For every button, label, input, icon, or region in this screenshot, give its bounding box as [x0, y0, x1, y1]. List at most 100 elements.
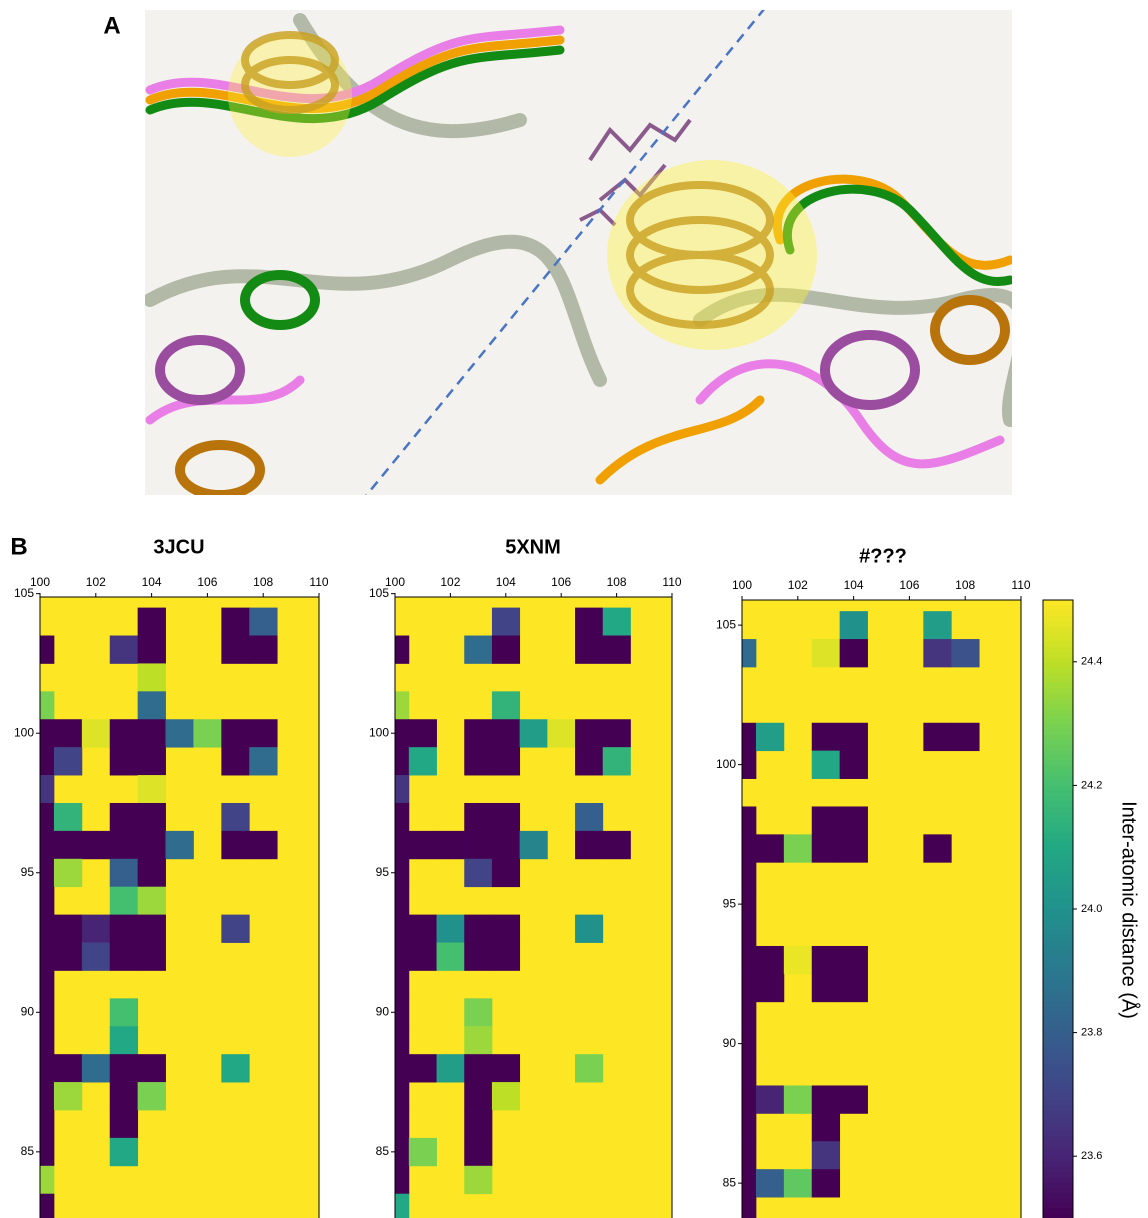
colorbar-swatch [1043, 894, 1073, 900]
y-tick-label: 95 [21, 865, 35, 879]
y-tick-label: 85 [21, 1144, 35, 1158]
heatmap-cell [756, 1085, 784, 1113]
heatmap-cell [492, 859, 520, 887]
colorbar-tick-label: 24.0 [1081, 903, 1102, 915]
colorbar-swatch [1043, 646, 1073, 652]
colorbar-swatch [1043, 744, 1073, 750]
heatmap-cell [221, 803, 249, 831]
colorbar-swatch [1043, 621, 1073, 627]
heatmap-cell [110, 887, 138, 915]
heatmap-cell [464, 803, 492, 831]
heatmap-cell [756, 946, 784, 974]
heatmap-cell [812, 1085, 840, 1113]
colorbar-swatch [1043, 1192, 1073, 1198]
heatmap-cell [464, 747, 492, 775]
heatmap-cell [54, 747, 82, 775]
colorbar-swatch [1043, 693, 1073, 699]
heatmap-cell [110, 1110, 138, 1138]
heatmap-cell [54, 1082, 82, 1110]
heatmap-cell [812, 834, 840, 862]
colorbar-swatch [1043, 888, 1073, 894]
colorbar-swatch [1043, 1141, 1073, 1147]
colorbar-label: Inter-atomic distance (Å) [1118, 801, 1141, 1019]
heatmap-cell [492, 915, 520, 943]
colorbar-swatch [1043, 1125, 1073, 1131]
heatmap-cell [82, 719, 110, 747]
heatmap-cell [249, 636, 277, 664]
colorbar-swatch [1043, 1089, 1073, 1095]
heatmap-cell [492, 719, 520, 747]
structure-image [145, 8, 1023, 497]
x-tick-label: 104 [844, 578, 864, 592]
heatmap-cell [138, 859, 166, 887]
heatmap-cell [166, 719, 194, 747]
colorbar-swatch [1043, 682, 1073, 688]
heatmap-cell [575, 719, 603, 747]
colorbar-swatch [1043, 698, 1073, 704]
x-tick-label: 102 [86, 575, 106, 589]
colorbar-tick-label: 24.2 [1081, 779, 1102, 791]
y-tick-label: 100 [14, 725, 34, 739]
y-tick-label: 90 [723, 1036, 737, 1050]
colorbar-swatch [1043, 1120, 1073, 1126]
x-tick-label: 102 [440, 575, 460, 589]
heatmap-cell [110, 831, 138, 859]
heatmap-cell [784, 1169, 812, 1197]
heatmap-cell [575, 803, 603, 831]
colorbar-swatch [1043, 971, 1073, 977]
heatmap-cell [409, 915, 437, 943]
colorbar-swatch [1043, 749, 1073, 755]
heatmap-cell [840, 751, 868, 779]
colorbar-swatch [1043, 703, 1073, 709]
colorbar-swatch [1043, 816, 1073, 822]
colorbar-swatch [1043, 688, 1073, 694]
heatmap-cell [249, 719, 277, 747]
colorbar-swatch [1043, 734, 1073, 740]
colorbar-swatch [1043, 1002, 1073, 1008]
heatmap-cell [409, 943, 437, 971]
colorbar-swatch [1043, 1100, 1073, 1106]
colorbar-swatch [1043, 966, 1073, 972]
colorbar-swatch [1043, 708, 1073, 714]
heatmap-cell [784, 1085, 812, 1113]
x-tick-label: 106 [197, 575, 217, 589]
heatmap [381, 597, 672, 1218]
colorbar-swatch [1043, 1033, 1073, 1039]
heatmap-cell [138, 747, 166, 775]
colorbar-swatch [1043, 832, 1073, 838]
colorbar-swatch [1043, 863, 1073, 869]
heatmap-cell [951, 639, 979, 667]
y-tick-label: 100 [369, 725, 389, 739]
heatmap-cell [812, 751, 840, 779]
y-tick-label: 85 [376, 1144, 390, 1158]
heatmap-cell [138, 1082, 166, 1110]
colorbar-swatch [1043, 1172, 1073, 1178]
colorbar-swatch [1043, 868, 1073, 874]
colorbar-swatch [1043, 1197, 1073, 1203]
heatmap-cell [221, 831, 249, 859]
heatmap-cell [221, 915, 249, 943]
heatmap-cell [464, 915, 492, 943]
heatmap-cell [110, 859, 138, 887]
figure: A B 1001021041061081108590951001053JCU10… [0, 0, 1148, 1218]
heatmap-cell [464, 1138, 492, 1166]
heatmap-cell [193, 719, 221, 747]
colorbar-swatch [1043, 1156, 1073, 1162]
colorbar-swatch [1043, 914, 1073, 920]
heatmap [26, 597, 319, 1218]
heatmap-cell [54, 915, 82, 943]
colorbar-swatch [1043, 1167, 1073, 1173]
heatmap-cell [138, 719, 166, 747]
colorbar-swatch [1043, 801, 1073, 807]
heatmap-cell [110, 803, 138, 831]
heatmap-cell [840, 834, 868, 862]
colorbar-swatch [1043, 1187, 1073, 1193]
colorbar-swatch [1043, 1027, 1073, 1033]
colorbar-swatch [1043, 718, 1073, 724]
heatmap-cell [840, 1085, 868, 1113]
heatmap-cell [464, 1054, 492, 1082]
heatmap-cell [575, 1054, 603, 1082]
y-tick-label: 90 [21, 1004, 35, 1018]
plot-title: 5XNM [505, 536, 561, 558]
heatmap-cell [603, 719, 631, 747]
